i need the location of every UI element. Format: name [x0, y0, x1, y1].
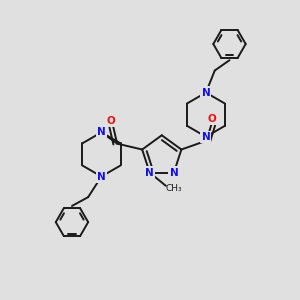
Text: N: N	[202, 88, 210, 98]
Text: N: N	[145, 168, 154, 178]
Text: N: N	[97, 172, 106, 182]
Text: CH₃: CH₃	[166, 184, 182, 193]
Text: N: N	[202, 132, 210, 142]
Text: N: N	[97, 127, 106, 137]
Text: N: N	[169, 168, 178, 178]
Text: O: O	[208, 114, 217, 124]
Text: O: O	[107, 116, 116, 126]
